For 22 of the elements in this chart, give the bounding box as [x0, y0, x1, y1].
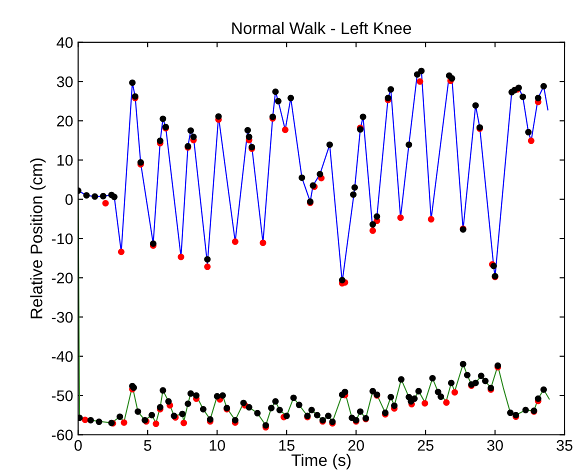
x-tick-label: 5 — [144, 440, 152, 451]
x-axis-title: Time (s) — [291, 454, 351, 470]
y-tick-label: -20 — [52, 272, 73, 284]
y-tick-label: -50 — [52, 390, 73, 402]
y-tick-label: 40 — [56, 37, 73, 48]
x-tick-label: 15 — [279, 440, 294, 451]
y-tick-label: 10 — [57, 154, 73, 166]
x-tick-label: 0 — [74, 440, 82, 451]
y-tick-label: 30 — [56, 76, 73, 88]
x-tick-label: 35 — [556, 440, 572, 451]
y-tick-label: 0 — [65, 194, 73, 205]
y-axis-title: Relative Position (cm) — [30, 158, 46, 318]
x-tick-label: 25 — [418, 440, 434, 451]
chart-title: Normal Walk - Left Knee — [232, 22, 412, 34]
x-tick-label: 30 — [487, 440, 503, 451]
y-tick-label: -40 — [52, 351, 73, 362]
y-tick-label: -60 — [52, 430, 73, 440]
y-tick-label: 20 — [57, 116, 73, 126]
x-tick-label: 10 — [210, 440, 226, 451]
y-tick-label: -10 — [52, 233, 73, 244]
x-tick-label: 20 — [348, 440, 364, 451]
y-tick-label: -30 — [52, 312, 73, 323]
